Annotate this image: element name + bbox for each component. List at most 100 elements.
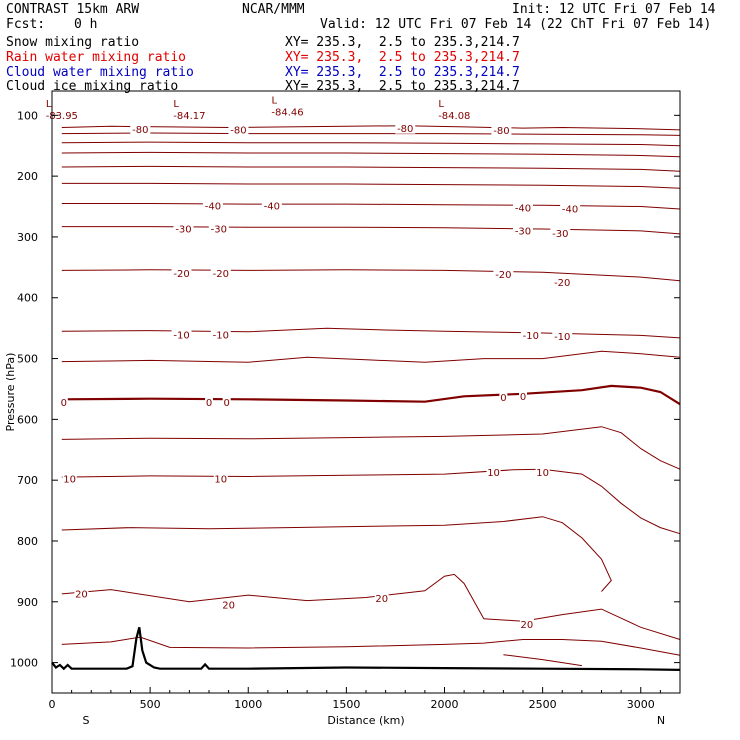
contour-label: -30 [515,226,531,237]
contour-label: 20 [222,600,235,611]
contour-label-bg [513,201,533,213]
contour-label-bg [520,329,541,341]
contour-label-bg [261,199,282,211]
contour-label-bg [513,224,533,236]
contour-label: -80 [493,126,509,137]
contour-line-0 [61,384,681,406]
contour-label: -40 [264,201,280,212]
contour-line--40 [61,203,681,210]
axes: 0 500 1000 1500 2000 2500 30001002003004005006… [10,109,680,711]
low-marker-letter: L [173,99,179,110]
contour-label-bg [535,466,550,478]
contour-label-bg [550,227,571,239]
x-tick-label: 3000 [627,698,655,711]
contour-label-bg [560,202,581,214]
contour-line--30 [61,226,681,235]
y-tick-label: 400 [17,292,38,305]
x-axis-label: Distance (km) [327,714,404,727]
y-tick-label: 700 [17,474,38,487]
contour-label: 0 [500,393,506,404]
x-tick-label: 2500 [529,698,557,711]
contour-label-bg [62,472,77,484]
contour-label: 10 [536,468,549,479]
contour-label: -80 [230,125,246,136]
forecast-label: Fcst: [6,17,46,32]
contour-label: 0 [223,398,229,409]
low-marker-value: -84.08 [438,111,470,122]
contour-line-unlabeled-10 [61,350,681,363]
contour-line-unlabeled-4 [61,165,681,172]
contour-label: 20 [75,589,88,600]
contour-line-20 [61,573,681,640]
x-tick-label: 1000 [234,698,262,711]
contour-label-bg [493,268,514,280]
low-marker-value: -84.46 [271,107,303,118]
contour-label-bg [74,587,89,599]
y-tick-label: 300 [17,231,38,244]
contour-label-bg [205,396,213,408]
contour-label: 0 [520,392,526,403]
contour-line--80 [61,125,681,131]
contour-label-bg [519,618,534,630]
contour-label-bg [552,276,573,288]
low-marker-letter: L [272,95,278,106]
contour-label-bg [213,472,228,484]
contour-label-bg [173,223,194,235]
x-tick-label: 0 [49,698,56,711]
y-tick-label: 200 [17,170,38,183]
contour-label-bg [130,123,151,135]
contour-label-bg [210,267,231,279]
contour-label: -10 [213,330,229,341]
contour-label: -30 [552,229,568,240]
contour-label-bg [491,124,512,136]
terrain-profile [51,627,681,671]
field-name-snow: Snow mixing ratio [6,35,140,50]
contour-line-unlabeled-16 [61,636,681,656]
y-tick-label: 800 [17,535,38,548]
contour-label: 10 [214,474,227,485]
contour-label: -30 [175,225,191,236]
low-marker-value: -83.95 [46,111,78,122]
contour-label: 0 [206,398,212,409]
y-tick-label: 500 [17,353,38,366]
contour-label: -40 [515,203,531,214]
contour-label-bg [171,328,192,340]
contour-line-unlabeled-12 [61,426,681,470]
contour-label-bg [221,598,236,610]
contour-line-unlabeled-17 [503,654,582,667]
contour-label: 20 [375,594,388,605]
contour-label-bg [202,199,223,211]
contour-label: 10 [63,474,76,485]
contour-label: -10 [554,332,570,343]
y-tick-label: 600 [17,413,38,426]
contour-label-bg [228,123,249,135]
init-time: Init: 12 UTC Fri 07 Feb 14 [512,2,716,17]
contour-label: -80 [397,124,413,135]
x-tick-label: 500 [140,698,161,711]
contour-label-bg [519,390,527,402]
x-tick-label: 1500 [332,698,360,711]
low-marker-value: -84.17 [173,111,205,122]
contour-label: -20 [213,269,229,280]
contour-label-bg [486,466,501,478]
ground-line [51,627,681,671]
contour-label: -20 [173,269,189,280]
contour-line-unlabeled-14 [61,516,612,592]
contour-label: 10 [487,468,500,479]
contour-label: -10 [173,330,189,341]
field-xy-rain: XY= 235.3, 2.5 to 235.3,214.7 [285,50,520,65]
contour-label-bg [59,396,68,408]
y-tick-label: 1000 [10,657,38,670]
contour-label: 0 [61,398,67,409]
contour-label-bg [374,592,389,604]
field-name-cloud-water: Cloud water mixing ratio [6,65,194,80]
plot-frame [51,90,681,694]
contour-label: -20 [554,278,570,289]
contour-line-unlabeled-1 [61,132,681,136]
contour-label-bg [552,330,573,342]
low-markers: L-83.95L-84.17L-84.46L-84.08 [46,95,471,122]
contour-line--20 [61,269,681,282]
field-xy-cloud-ice: XY= 235.3, 2.5 to 235.3,214.7 [285,79,520,94]
contour-label: -40 [205,201,221,212]
